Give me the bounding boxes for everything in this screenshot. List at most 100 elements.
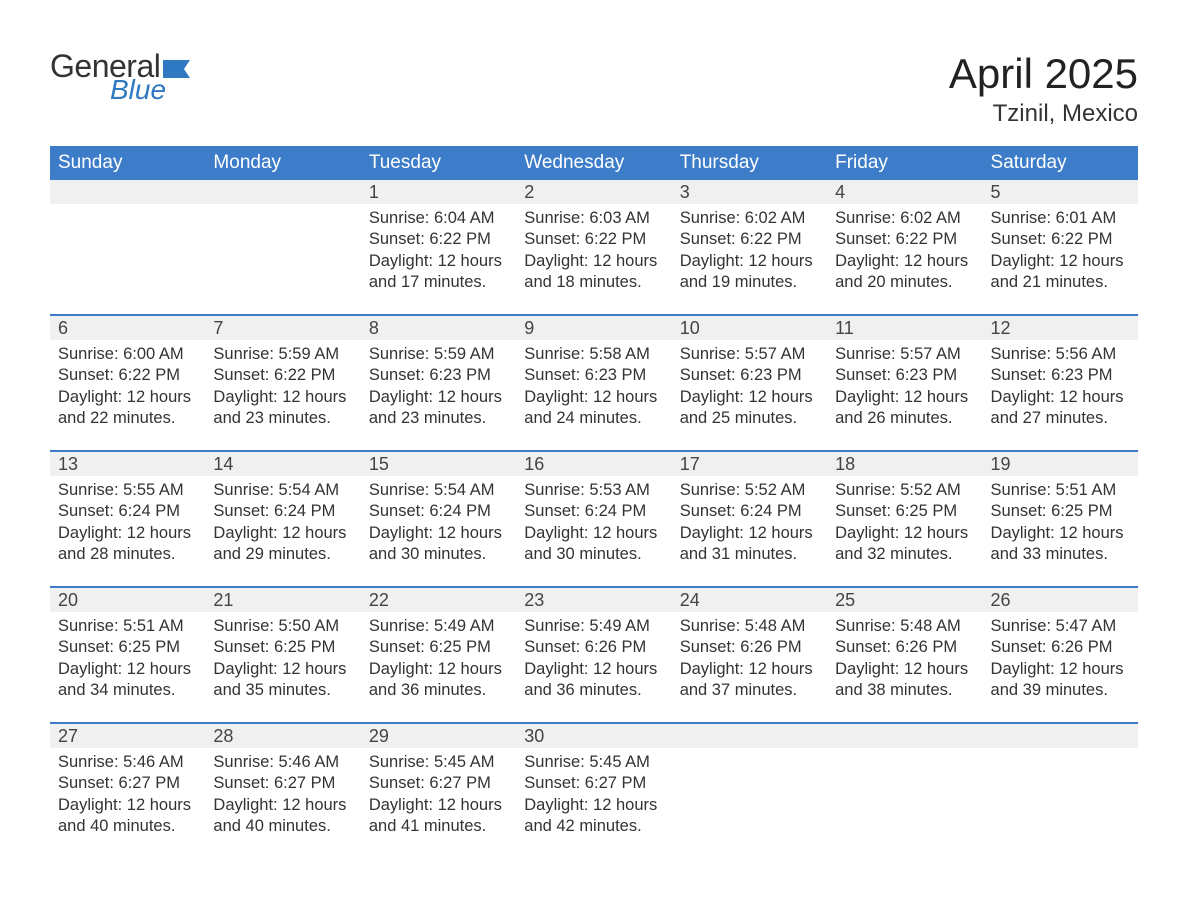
calendar-day-cell: 9Sunrise: 5:58 AMSunset: 6:23 PMDaylight…	[516, 316, 671, 434]
day-sunrise-text: Sunrise: 5:45 AM	[524, 752, 663, 773]
month-title: April 2025	[949, 50, 1138, 98]
day-number: 23	[516, 590, 544, 611]
day-details: Sunrise: 5:55 AMSunset: 6:24 PMDaylight:…	[50, 476, 205, 570]
day-details: Sunrise: 6:02 AMSunset: 6:22 PMDaylight:…	[672, 204, 827, 298]
day-number: 22	[361, 590, 389, 611]
day-sunset-text: Sunset: 6:22 PM	[213, 365, 352, 386]
day-details: Sunrise: 5:50 AMSunset: 6:25 PMDaylight:…	[205, 612, 360, 706]
day-sunrise-text: Sunrise: 6:02 AM	[835, 208, 974, 229]
day-sunrise-text: Sunrise: 5:46 AM	[58, 752, 197, 773]
day-details: Sunrise: 6:01 AMSunset: 6:22 PMDaylight:…	[983, 204, 1138, 298]
day-sunset-text: Sunset: 6:22 PM	[369, 229, 508, 250]
day-dl1-text: Daylight: 12 hours	[835, 251, 974, 272]
day-details	[983, 748, 1138, 756]
day-sunrise-text: Sunrise: 5:51 AM	[991, 480, 1130, 501]
day-number: 21	[205, 590, 233, 611]
day-sunset-text: Sunset: 6:22 PM	[835, 229, 974, 250]
calendar-day-cell: 27Sunrise: 5:46 AMSunset: 6:27 PMDayligh…	[50, 724, 205, 842]
title-block: April 2025 Tzinil, Mexico	[949, 50, 1138, 128]
day-dl2-text: and 36 minutes.	[369, 680, 508, 701]
calendar-week-row: 13Sunrise: 5:55 AMSunset: 6:24 PMDayligh…	[50, 450, 1138, 570]
day-number-row: 21	[205, 588, 360, 612]
day-dl2-text: and 28 minutes.	[58, 544, 197, 565]
day-number-row: 8	[361, 316, 516, 340]
weekday-header: Friday	[827, 146, 982, 180]
day-number: 6	[50, 318, 68, 339]
day-details	[672, 748, 827, 756]
day-details: Sunrise: 5:59 AMSunset: 6:22 PMDaylight:…	[205, 340, 360, 434]
day-sunrise-text: Sunrise: 5:54 AM	[213, 480, 352, 501]
calendar-day-cell: 2Sunrise: 6:03 AMSunset: 6:22 PMDaylight…	[516, 180, 671, 298]
day-dl1-text: Daylight: 12 hours	[369, 387, 508, 408]
day-sunrise-text: Sunrise: 5:48 AM	[680, 616, 819, 637]
day-number-row: 28	[205, 724, 360, 748]
day-sunset-text: Sunset: 6:23 PM	[991, 365, 1130, 386]
day-details: Sunrise: 5:49 AMSunset: 6:26 PMDaylight:…	[516, 612, 671, 706]
page-header: General Blue April 2025 Tzinil, Mexico	[50, 50, 1138, 128]
day-number: 9	[516, 318, 534, 339]
calendar-day-cell: 26Sunrise: 5:47 AMSunset: 6:26 PMDayligh…	[983, 588, 1138, 706]
day-dl1-text: Daylight: 12 hours	[213, 795, 352, 816]
day-details: Sunrise: 5:48 AMSunset: 6:26 PMDaylight:…	[827, 612, 982, 706]
day-number: 1	[361, 182, 379, 203]
day-number-row	[205, 180, 360, 204]
calendar-day-cell: 4 Sunrise: 6:02 AMSunset: 6:22 PMDaylight…	[827, 180, 982, 298]
calendar-day-cell	[50, 180, 205, 298]
day-sunrise-text: Sunrise: 5:57 AM	[680, 344, 819, 365]
calendar-day-cell: 1Sunrise: 6:04 AMSunset: 6:22 PMDaylight…	[361, 180, 516, 298]
calendar-week-row: 20Sunrise: 5:51 AMSunset: 6:25 PMDayligh…	[50, 586, 1138, 706]
day-sunset-text: Sunset: 6:24 PM	[213, 501, 352, 522]
day-details: Sunrise: 6:03 AMSunset: 6:22 PMDaylight:…	[516, 204, 671, 298]
day-details: Sunrise: 5:46 AMSunset: 6:27 PMDaylight:…	[50, 748, 205, 842]
day-number-row: 9	[516, 316, 671, 340]
day-number-row: 1	[361, 180, 516, 204]
calendar-day-cell: 24Sunrise: 5:48 AMSunset: 6:26 PMDayligh…	[672, 588, 827, 706]
day-number-row: 24	[672, 588, 827, 612]
day-number-row: 4	[827, 180, 982, 204]
calendar-day-cell	[983, 724, 1138, 842]
day-dl1-text: Daylight: 12 hours	[680, 251, 819, 272]
day-sunset-text: Sunset: 6:24 PM	[680, 501, 819, 522]
day-details: Sunrise: 5:59 AMSunset: 6:23 PMDaylight:…	[361, 340, 516, 434]
day-number: 13	[50, 454, 78, 475]
day-dl2-text: and 33 minutes.	[991, 544, 1130, 565]
day-sunrise-text: Sunrise: 5:58 AM	[524, 344, 663, 365]
day-dl2-text: and 36 minutes.	[524, 680, 663, 701]
weekday-header: Tuesday	[361, 146, 516, 180]
day-dl2-text: and 40 minutes.	[213, 816, 352, 837]
day-sunset-text: Sunset: 6:24 PM	[369, 501, 508, 522]
day-number-row: 14	[205, 452, 360, 476]
day-sunset-text: Sunset: 6:23 PM	[369, 365, 508, 386]
day-details: Sunrise: 5:45 AMSunset: 6:27 PMDaylight:…	[516, 748, 671, 842]
day-sunset-text: Sunset: 6:27 PM	[369, 773, 508, 794]
day-number-row: 15	[361, 452, 516, 476]
location-subtitle: Tzinil, Mexico	[949, 100, 1138, 128]
day-details: Sunrise: 5:46 AMSunset: 6:27 PMDaylight:…	[205, 748, 360, 842]
day-number: 18	[827, 454, 855, 475]
day-sunrise-text: Sunrise: 5:47 AM	[991, 616, 1130, 637]
calendar-week-row: 6Sunrise: 6:00 AMSunset: 6:22 PMDaylight…	[50, 314, 1138, 434]
day-number: 27	[50, 726, 78, 747]
day-sunrise-text: Sunrise: 6:02 AM	[680, 208, 819, 229]
day-details: Sunrise: 5:54 AMSunset: 6:24 PMDaylight:…	[361, 476, 516, 570]
day-number-row: 22	[361, 588, 516, 612]
day-sunrise-text: Sunrise: 5:54 AM	[369, 480, 508, 501]
calendar-day-cell	[827, 724, 982, 842]
day-sunset-text: Sunset: 6:25 PM	[369, 637, 508, 658]
day-dl2-text: and 22 minutes.	[58, 408, 197, 429]
day-sunset-text: Sunset: 6:27 PM	[58, 773, 197, 794]
day-sunrise-text: Sunrise: 5:52 AM	[680, 480, 819, 501]
day-dl2-text: and 21 minutes.	[991, 272, 1130, 293]
day-sunrise-text: Sunrise: 5:51 AM	[58, 616, 197, 637]
calendar-day-cell: 30Sunrise: 5:45 AMSunset: 6:27 PMDayligh…	[516, 724, 671, 842]
day-sunset-text: Sunset: 6:22 PM	[991, 229, 1130, 250]
calendar-day-cell: 5Sunrise: 6:01 AMSunset: 6:22 PMDaylight…	[983, 180, 1138, 298]
day-sunset-text: Sunset: 6:26 PM	[991, 637, 1130, 658]
calendar-day-cell: 29Sunrise: 5:45 AMSunset: 6:27 PMDayligh…	[361, 724, 516, 842]
day-sunset-text: Sunset: 6:25 PM	[991, 501, 1130, 522]
day-dl1-text: Daylight: 12 hours	[835, 387, 974, 408]
day-dl1-text: Daylight: 12 hours	[369, 795, 508, 816]
brand-logo: General Blue	[50, 50, 192, 104]
day-dl2-text: and 39 minutes.	[991, 680, 1130, 701]
day-dl2-text: and 34 minutes.	[58, 680, 197, 701]
